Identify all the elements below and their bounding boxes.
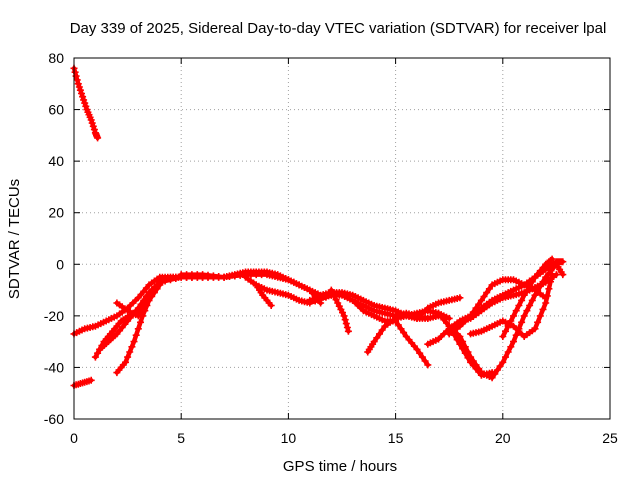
y-tick-label: 0 (56, 256, 64, 272)
series-markers (252, 281, 275, 309)
y-tick-label: -20 (44, 308, 64, 324)
plot-frame (73, 57, 611, 420)
x-tick-label: 0 (70, 430, 78, 446)
y-tick-label: -60 (44, 411, 64, 427)
series-track-3 (70, 376, 95, 389)
series-track-1 (70, 64, 102, 142)
series-layer (70, 64, 567, 389)
series-track-21 (467, 271, 556, 340)
series-markers (499, 255, 556, 340)
grid (74, 58, 610, 419)
x-axis-label: GPS time / hours (283, 458, 397, 475)
series-markers (96, 278, 164, 353)
series-track-15 (413, 294, 464, 322)
tick-labels: 0 5 10 15 20 25 -60 -40 -20 0 20 40 60 80 (44, 50, 618, 446)
y-axis-label: SDTVAR / TECUs (6, 179, 23, 299)
series-track-10 (252, 281, 275, 309)
x-tick-label: 25 (602, 430, 618, 446)
series-markers (413, 294, 464, 322)
y-tick-label: 80 (48, 50, 64, 66)
y-tick-label: 40 (48, 153, 64, 169)
y-tick-label: 20 (48, 205, 64, 221)
series-track-22 (499, 255, 556, 340)
x-tick-label: 5 (177, 430, 185, 446)
series-track-6 (96, 278, 164, 353)
chart-title: Day 339 of 2025, Sidereal Day-to-day VTE… (70, 20, 607, 37)
x-tick-label: 10 (281, 430, 297, 446)
x-tick-label: 20 (495, 430, 511, 446)
y-tick-label: 60 (48, 102, 64, 118)
series-markers (70, 64, 102, 142)
series-track-7 (113, 281, 164, 320)
x-tick-label: 15 (388, 430, 404, 446)
series-markers (113, 281, 164, 320)
y-tick-label: -40 (44, 359, 64, 375)
axis-ticks (73, 57, 611, 420)
